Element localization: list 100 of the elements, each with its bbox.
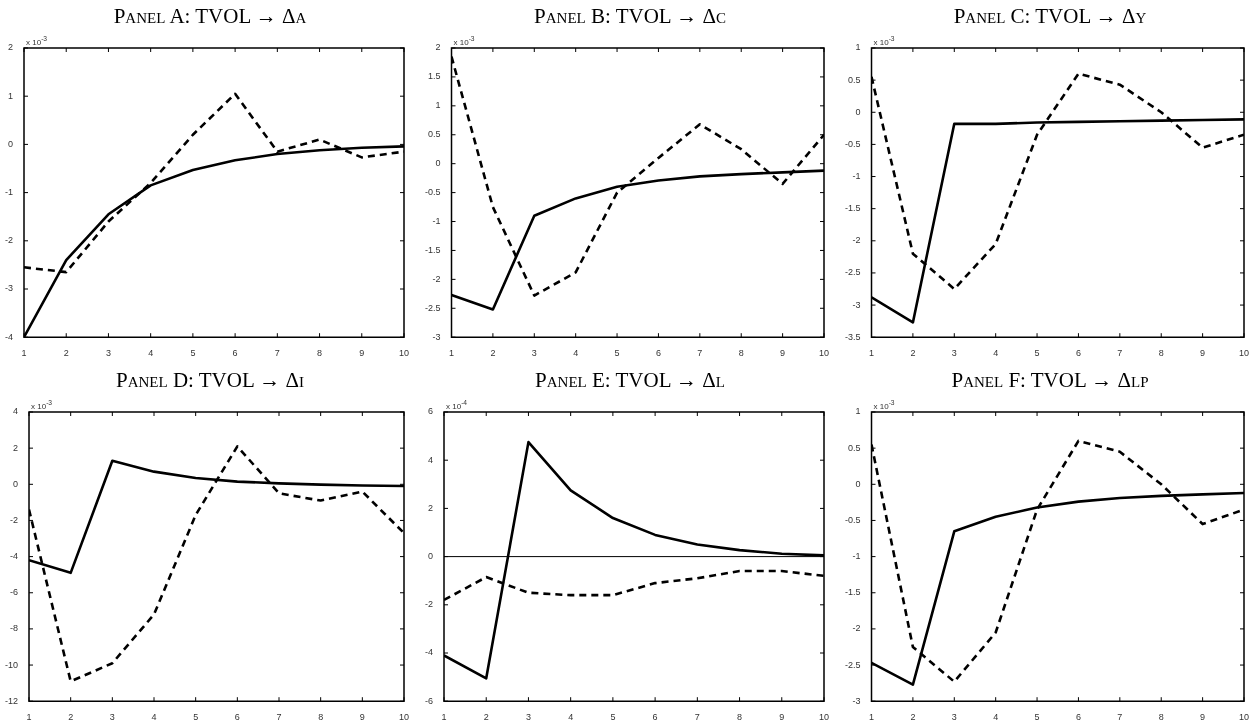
x-tick-label: 3 bbox=[109, 712, 115, 723]
x-tick-label: 7 bbox=[1117, 712, 1123, 723]
y-tick-label: -1 bbox=[4, 187, 13, 198]
x-tick-label: 4 bbox=[151, 712, 157, 723]
y-tick-label: 2 bbox=[12, 442, 19, 453]
y-tick-label: -2 bbox=[4, 235, 13, 246]
x-tick-label: 9 bbox=[359, 348, 365, 359]
text: x 10$^{-3}$ bbox=[873, 35, 895, 47]
y-tick-label: 0 bbox=[7, 138, 13, 149]
x-tick-label: 3 bbox=[105, 348, 111, 359]
y-tick-label: -3 bbox=[852, 299, 861, 310]
x-tick-label: 9 bbox=[359, 712, 365, 723]
text: x 10$^{-3}$ bbox=[26, 35, 48, 47]
x-tick-label: 3 bbox=[531, 348, 537, 359]
x-tick-label: 9 bbox=[780, 348, 786, 359]
y-tick-label: -2 bbox=[9, 514, 19, 525]
x-tick-label: 3 bbox=[951, 348, 957, 359]
y-tick-label: -10 bbox=[4, 659, 19, 670]
x-tick-label: 7 bbox=[1117, 348, 1123, 359]
y-tick-label: 0.5 bbox=[427, 129, 441, 140]
y-tick-label: -3 bbox=[432, 331, 441, 342]
x-tick-label: 2 bbox=[490, 348, 496, 359]
x-tick-label: 9 bbox=[779, 712, 785, 723]
x-tick-label: 10 bbox=[1238, 712, 1250, 723]
text: x 10$^{-4}$ bbox=[446, 399, 468, 411]
y-tick-label: -2 bbox=[424, 599, 433, 610]
x-tick-label: 5 bbox=[190, 348, 196, 359]
y-tick-label: -6 bbox=[9, 587, 19, 598]
y-tick-label: -0.5 bbox=[844, 138, 861, 149]
x-tick-label: 4 bbox=[148, 348, 154, 359]
x-tick-label: 8 bbox=[738, 348, 744, 359]
x-tick-label: 7 bbox=[274, 348, 280, 359]
x-tick-label: 3 bbox=[525, 712, 531, 723]
y-tick-label: -12 bbox=[4, 695, 19, 706]
y-tick-label: -1 bbox=[432, 216, 441, 226]
y-tick-label: -0.5 bbox=[424, 187, 441, 198]
y-tick-label: -4 bbox=[4, 331, 13, 342]
y-tick-label: 6 bbox=[427, 406, 433, 417]
x-tick-label: 4 bbox=[573, 348, 579, 359]
x-tick-label: 8 bbox=[317, 348, 323, 359]
y-tick-label: -3.5 bbox=[844, 331, 861, 342]
y-tick-label: 0 bbox=[12, 478, 19, 489]
x-tick-label: 4 bbox=[993, 348, 999, 359]
y-tick-label: -2 bbox=[852, 623, 861, 634]
x-tick-label: 8 bbox=[1158, 712, 1164, 723]
x-tick-label: 5 bbox=[614, 348, 620, 359]
x-tick-label: 7 bbox=[276, 712, 282, 723]
x-tick-label: 10 bbox=[398, 348, 410, 359]
y-tick-label: 0 bbox=[855, 106, 861, 117]
y-tick-label: 1 bbox=[855, 406, 861, 417]
x-tick-label: 2 bbox=[910, 712, 916, 723]
y-tick-label: -1 bbox=[852, 551, 861, 562]
x-tick-label: 7 bbox=[697, 348, 703, 359]
x-tick-label: 4 bbox=[568, 712, 574, 723]
y-tick-label: -2.5 bbox=[844, 267, 861, 278]
x-tick-label: 2 bbox=[63, 348, 69, 359]
x-tick-label: 10 bbox=[398, 712, 410, 723]
y-tick-label: 0.5 bbox=[847, 442, 861, 453]
x-tick-label: 3 bbox=[951, 712, 957, 723]
x-tick-label: 6 bbox=[234, 712, 240, 723]
x-tick-label: 6 bbox=[1075, 712, 1081, 723]
chart-title: Panel B: TVOL → Δc bbox=[533, 4, 727, 29]
chart-title: Panel F: TVOL → Δlp bbox=[950, 368, 1150, 393]
x-tick-label: 5 bbox=[1034, 348, 1040, 359]
y-tick-label: 2 bbox=[427, 502, 433, 513]
x-tick-label: 8 bbox=[318, 712, 324, 723]
chart-title: Panel E: TVOL → Δl bbox=[534, 368, 726, 393]
y-tick-label: -2 bbox=[432, 273, 441, 284]
text: x 10$^{-3}$ bbox=[873, 399, 895, 411]
y-tick-label: 4 bbox=[12, 406, 19, 417]
x-tick-label: 1 bbox=[26, 712, 32, 723]
x-tick-label: 2 bbox=[910, 348, 916, 359]
text: x 10$^{-3}$ bbox=[453, 35, 475, 47]
x-tick-label: 1 bbox=[869, 712, 875, 723]
y-tick-label: -1 bbox=[852, 171, 861, 182]
y-tick-label: 1 bbox=[435, 100, 441, 111]
y-tick-label: -3 bbox=[4, 283, 13, 294]
y-tick-label: -2.5 bbox=[424, 302, 441, 313]
y-tick-label: 1 bbox=[855, 42, 861, 53]
x-tick-label: 5 bbox=[193, 712, 199, 723]
x-tick-label: 4 bbox=[993, 712, 999, 723]
x-tick-label: 6 bbox=[655, 348, 661, 359]
y-tick-label: 1 bbox=[7, 90, 13, 101]
x-tick-label: 10 bbox=[1238, 348, 1250, 359]
x-tick-label: 7 bbox=[694, 712, 700, 723]
y-tick-label: -0.5 bbox=[844, 514, 861, 525]
y-tick-label: -4 bbox=[424, 647, 433, 658]
y-tick-label: -1.5 bbox=[424, 244, 441, 255]
text: x 10$^{-3}$ bbox=[31, 399, 53, 411]
x-tick-label: 5 bbox=[610, 712, 616, 723]
x-tick-label: 1 bbox=[449, 348, 455, 359]
y-tick-label: -2 bbox=[852, 235, 861, 246]
x-tick-label: 1 bbox=[869, 348, 875, 359]
x-tick-label: 9 bbox=[1200, 712, 1206, 723]
y-tick-label: 4 bbox=[427, 454, 433, 465]
y-tick-label: -2.5 bbox=[844, 659, 861, 670]
x-tick-label: 8 bbox=[737, 712, 743, 723]
y-tick-label: -3 bbox=[852, 695, 861, 706]
x-tick-label: 10 bbox=[818, 712, 830, 723]
x-tick-label: 1 bbox=[21, 348, 27, 359]
